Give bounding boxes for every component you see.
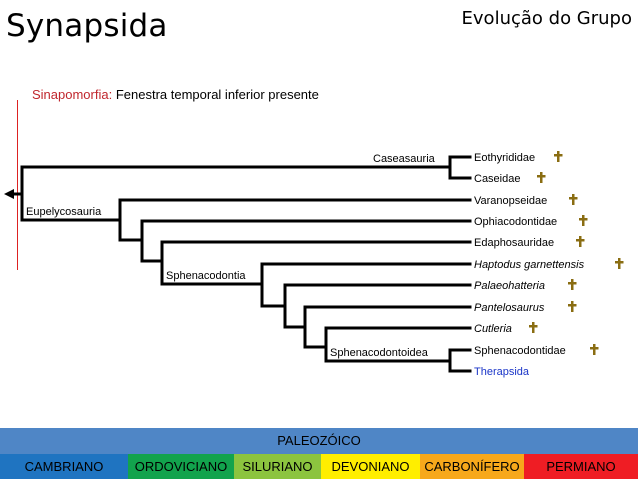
cladogram-branches xyxy=(20,155,472,373)
period-siluriano: SILURIANO xyxy=(234,454,321,479)
taxon-pantelosaurus: Pantelosaurus xyxy=(474,302,545,314)
taxon-palaeohatteria: Palaeohatteria xyxy=(474,280,545,292)
period-ordoviciano: ORDOVICIANO xyxy=(128,454,234,479)
extinct-cross-icon xyxy=(529,322,538,333)
extinct-cross-icon xyxy=(569,194,578,205)
page-title: Synapsida xyxy=(6,8,168,44)
taxon-varanopseidae: Varanopseidae xyxy=(474,195,547,207)
period-cambriano: CAMBRIANO xyxy=(0,454,128,479)
extinct-cross-icon xyxy=(590,344,599,355)
taxon-haptodus-garnettensis: Haptodus garnettensis xyxy=(474,259,585,271)
era-paleozoico: PALEOZÓICO xyxy=(0,428,638,454)
geologic-timescale: PALEOZÓICO CAMBRIANO ORDOVICIANO SILURIA… xyxy=(0,428,638,479)
period-carbonifero: CARBONÍFERO xyxy=(420,454,524,479)
node-label-eupelycosauria: Eupelycosauria xyxy=(26,206,102,218)
node-label-sphenacodontoidea: Sphenacodontoidea xyxy=(330,347,429,359)
extinct-cross-icon xyxy=(576,236,585,247)
taxon-caseidae: Caseidae xyxy=(474,173,520,185)
node-label-sphenacodontia: Sphenacodontia xyxy=(166,270,246,282)
extinct-cross-icon xyxy=(568,301,577,312)
extinct-cross-icon xyxy=(537,172,546,183)
root-arrow-icon xyxy=(4,189,14,199)
taxon-sphenacodontidae: Sphenacodontidae xyxy=(474,345,566,357)
cladogram: Caseasauria Eupelycosauria Sphenacodonti… xyxy=(4,151,624,378)
extinct-cross-icon xyxy=(615,258,624,269)
period-devoniano: DEVONIANO xyxy=(321,454,420,479)
extinction-crosses xyxy=(529,151,624,355)
period-row: CAMBRIANO ORDOVICIANO SILURIANO DEVONIAN… xyxy=(0,454,638,479)
synapomorphy-label: Sinapomorfia: xyxy=(32,87,113,102)
taxon-edaphosauridae: Edaphosauridae xyxy=(474,237,554,249)
taxon-cutleria: Cutleria xyxy=(474,323,512,335)
extinct-cross-icon xyxy=(554,151,563,162)
page-subtitle: Evolução do Grupo xyxy=(461,8,632,29)
extinct-cross-icon xyxy=(579,215,588,226)
extinct-cross-icon xyxy=(568,279,577,290)
node-label-caseasauria: Caseasauria xyxy=(373,153,436,165)
taxon-ophiacodontidae: Ophiacodontidae xyxy=(474,216,557,228)
period-permiano: PERMIANO xyxy=(524,454,638,479)
taxon-eothyrididae: Eothyrididae xyxy=(474,152,535,164)
synapomorphy-marker-line xyxy=(17,100,18,270)
synapomorphy-note: Sinapomorfia: Fenestra temporal inferior… xyxy=(32,87,319,102)
taxon-therapsida: Therapsida xyxy=(474,366,530,378)
synapomorphy-text: Fenestra temporal inferior presente xyxy=(112,87,319,102)
